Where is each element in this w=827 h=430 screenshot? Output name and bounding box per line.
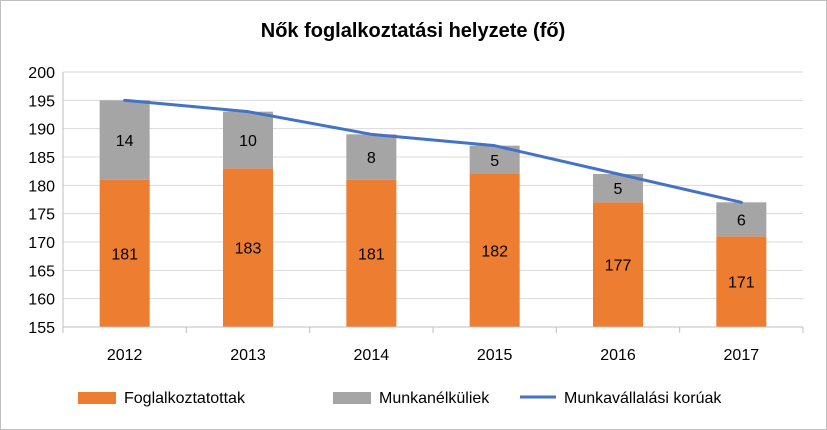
grid [63, 71, 803, 300]
bar-employed [716, 236, 767, 327]
data-label: 10 [239, 133, 257, 150]
bar-employed [99, 179, 150, 327]
bar-employed [223, 168, 273, 327]
legend-label: Munkanélküliek [379, 390, 490, 407]
axes: 155 160 165 170 175 180 185 190 195 200 2012 2013 20… [28, 65, 804, 364]
y-tick-label: 170 [28, 235, 55, 252]
line-working-age [123, 98, 743, 204]
data-label: 5 [490, 153, 499, 170]
bar-employed [346, 179, 397, 327]
data-label: 183 [235, 241, 262, 258]
data-label: 8 [367, 150, 376, 167]
data-label: 5 [614, 181, 623, 198]
legend-label: Foglalkoztatottak [124, 390, 246, 407]
y-tick-label: 160 [28, 292, 55, 309]
bar-employed [593, 202, 643, 327]
data-label: 181 [111, 246, 138, 263]
bars [99, 100, 767, 327]
bar-employed [469, 174, 520, 327]
y-tick-label: 185 [28, 150, 55, 167]
x-tick-label: 2016 [600, 347, 636, 364]
legend-swatch [78, 392, 116, 404]
bar-unemployed [346, 134, 397, 180]
y-tick-label: 155 [28, 320, 55, 337]
x-tick-label: 2015 [477, 347, 513, 364]
x-tick-label: 2017 [724, 347, 760, 364]
bar-unemployed [99, 100, 150, 180]
y-tick-label: 175 [28, 207, 55, 224]
y-tick-label: 165 [28, 263, 55, 280]
data-labels: 181 14 183 10 181 8 182 5 177 5 171 6 [111, 133, 754, 292]
legend-label: Munkavállalási korúak [564, 390, 722, 407]
bar-unemployed [223, 111, 273, 169]
chart-title: Nők foglalkoztatási helyzete (fő) [261, 20, 566, 42]
x-tick-label: 2012 [107, 347, 143, 364]
legend-swatch [333, 392, 371, 404]
data-label: 171 [728, 275, 755, 292]
line-series [123, 98, 743, 204]
data-label: 177 [605, 258, 632, 275]
bar-unemployed [716, 202, 767, 237]
x-tick-label: 2013 [230, 347, 266, 364]
data-label: 14 [116, 133, 134, 150]
data-label: 6 [737, 212, 746, 229]
y-tick-label: 190 [28, 122, 55, 139]
data-label: 182 [481, 244, 508, 261]
y-tick-label: 180 [28, 178, 55, 195]
y-tick-label: 195 [28, 93, 55, 110]
data-label: 181 [358, 246, 385, 263]
x-tick-label: 2014 [354, 347, 390, 364]
y-tick-label: 200 [28, 65, 55, 82]
legend: Foglalkoztatottak Munkanélküliek Munkaváll… [78, 390, 722, 407]
